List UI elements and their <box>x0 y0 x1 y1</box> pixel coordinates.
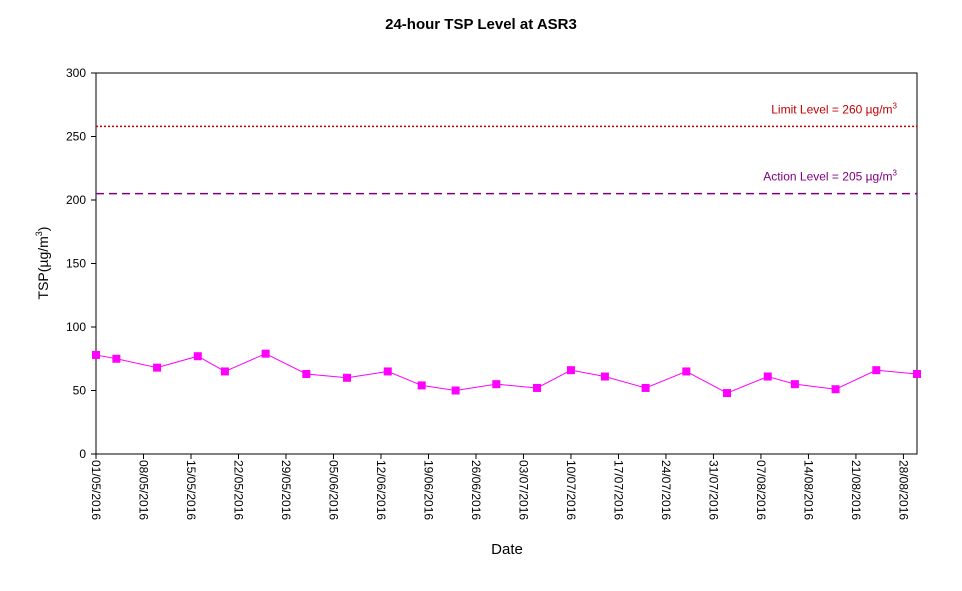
x-tick-label: 15/05/2016 <box>184 460 198 520</box>
data-point-marker <box>682 367 691 376</box>
data-point-marker <box>153 363 162 372</box>
data-point-marker <box>913 369 921 378</box>
x-axis-title: Date <box>491 541 523 558</box>
x-tick-label: 07/08/2016 <box>754 460 768 520</box>
y-axis-title-sup: 3 <box>34 231 44 236</box>
y-tick-label: 150 <box>66 257 86 271</box>
reference-line-label-sup: 3 <box>893 101 898 110</box>
reference-line-label-main: Limit Level = 260 µg/m <box>771 102 892 116</box>
data-point-marker <box>302 369 311 378</box>
y-axis-title: TSP(µg/m3) <box>34 227 51 300</box>
reference-line-label: Action Level = 205 µg/m3 <box>763 169 897 184</box>
data-point-marker <box>451 386 460 395</box>
x-tick-label: 28/08/2016 <box>896 460 910 520</box>
x-tick-label: 05/06/2016 <box>326 460 340 520</box>
x-tick-label: 17/07/2016 <box>611 460 625 520</box>
y-axis-title-end: ) <box>35 227 51 232</box>
data-point-marker <box>492 380 501 389</box>
data-point-marker <box>872 366 881 375</box>
data-point-marker <box>383 367 392 376</box>
reference-line-label-sup: 3 <box>893 169 898 178</box>
y-axis-title-main: TSP(µg/m <box>35 236 51 299</box>
x-tick-label: 19/06/2016 <box>421 460 435 520</box>
y-tick-label: 300 <box>66 66 86 80</box>
y-tick-label: 100 <box>66 320 86 334</box>
y-tick-label: 200 <box>66 193 86 207</box>
data-point-marker <box>763 372 772 381</box>
plot-area-frame <box>95 72 918 455</box>
data-point-marker <box>641 383 650 392</box>
x-tick-label: 21/08/2016 <box>849 460 863 520</box>
y-tick-label: 0 <box>79 447 86 461</box>
x-tick-label: 26/06/2016 <box>469 460 483 520</box>
data-point-marker <box>112 354 121 363</box>
x-tick-label: 12/06/2016 <box>374 460 388 520</box>
data-point-marker <box>600 372 609 381</box>
data-point-marker <box>723 389 732 398</box>
data-point-marker <box>831 385 840 394</box>
data-point-marker <box>92 350 100 359</box>
data-point-marker <box>417 381 426 390</box>
y-tick-label: 50 <box>73 384 87 398</box>
x-tick-label: 24/07/2016 <box>659 460 673 520</box>
y-tick-label: 250 <box>66 130 86 144</box>
reference-line-label-main: Action Level = 205 µg/m <box>763 170 892 184</box>
data-point-marker <box>220 367 229 376</box>
data-point-marker <box>343 373 352 382</box>
data-point-marker <box>533 383 542 392</box>
x-tick-label: 03/07/2016 <box>516 460 530 520</box>
data-point-marker <box>790 380 799 389</box>
data-point-marker <box>566 366 575 375</box>
reference-line-label: Limit Level = 260 µg/m3 <box>771 101 897 116</box>
x-tick-label: 10/07/2016 <box>564 460 578 520</box>
x-tick-label: 08/05/2016 <box>136 460 150 520</box>
x-tick-label: 29/05/2016 <box>279 460 293 520</box>
chart-title: 24-hour TSP Level at ASR3 <box>385 16 577 33</box>
data-point-marker <box>193 352 202 361</box>
x-tick-label: 31/07/2016 <box>706 460 720 520</box>
x-tick-label: 01/05/2016 <box>89 460 103 520</box>
x-tick-label: 22/05/2016 <box>231 460 245 520</box>
x-tick-label: 14/08/2016 <box>801 460 815 520</box>
data-point-marker <box>261 349 270 358</box>
